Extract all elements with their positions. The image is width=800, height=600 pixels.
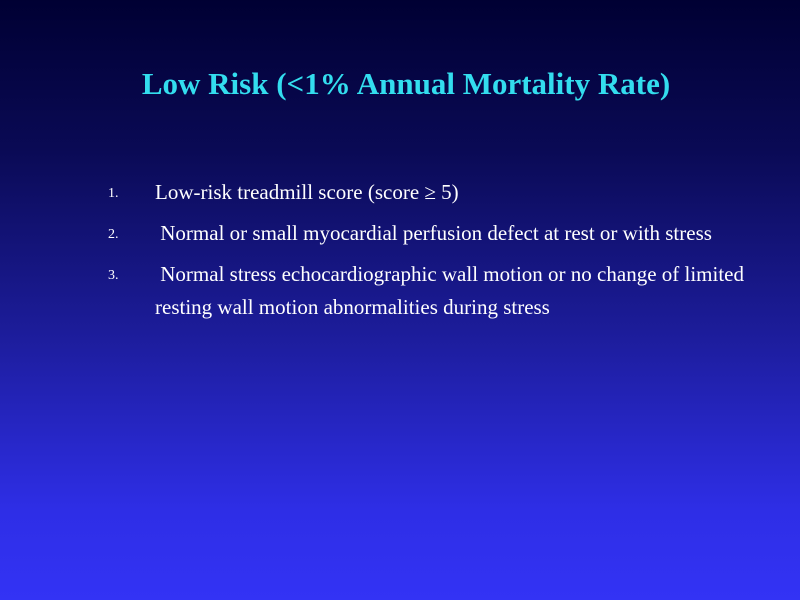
list-item-number: 1. bbox=[108, 186, 119, 201]
list-item-text: Normal stress echocardiographic wall mot… bbox=[155, 262, 750, 319]
list-item-text: Low-risk treadmill score (score ≥ 5) bbox=[155, 180, 459, 204]
list-item-text: Normal or small myocardial perfusion def… bbox=[155, 221, 712, 245]
list-item: 1. Low-risk treadmill score (score ≥ 5) bbox=[108, 176, 758, 209]
list-item-number: 2. bbox=[108, 227, 119, 242]
slide-title: Low Risk (<1% Annual Mortality Rate) bbox=[141, 66, 671, 101]
list-item-number: 3. bbox=[108, 268, 119, 283]
numbered-list: 1. Low-risk treadmill score (score ≥ 5) … bbox=[108, 176, 758, 332]
list-item: 3. Normal stress echocardiographic wall … bbox=[108, 258, 758, 324]
list-item: 2. Normal or small myocardial perfusion … bbox=[108, 217, 758, 250]
